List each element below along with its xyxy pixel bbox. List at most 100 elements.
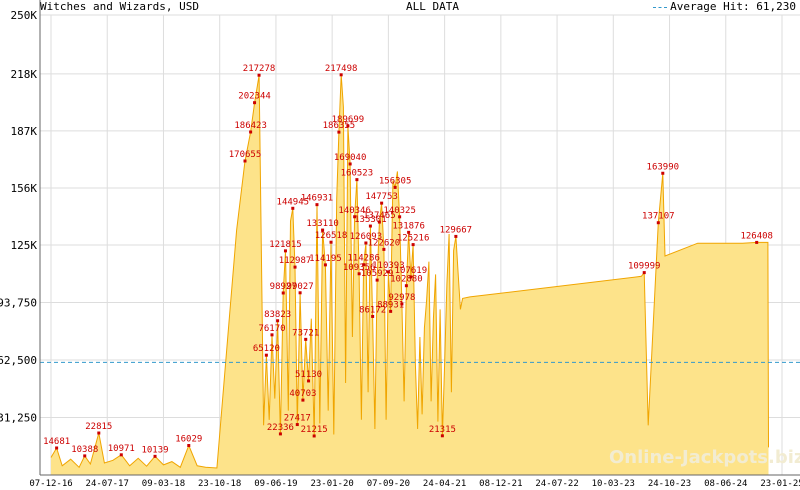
data-point [348, 162, 352, 166]
y-tick-label: 156K [11, 182, 38, 195]
data-point [257, 73, 261, 77]
data-label: 121815 [269, 240, 302, 250]
data-label: 170655 [229, 150, 262, 160]
x-tick-label: 24-07-17 [86, 479, 129, 489]
data-point [364, 241, 368, 245]
data-point [380, 201, 384, 205]
data-label: 10139 [141, 445, 168, 455]
data-label: 22336 [267, 423, 294, 433]
data-point [249, 130, 253, 134]
data-point [755, 240, 759, 244]
x-tick-label: 24-04-21 [423, 479, 466, 489]
data-point [440, 434, 444, 438]
data-point [362, 263, 366, 267]
data-point [337, 130, 341, 134]
data-point [389, 309, 393, 313]
data-point [404, 284, 408, 288]
data-point [411, 243, 415, 247]
legend-label: Average Hit: 61,230 [670, 0, 796, 13]
data-label: 109356 [343, 263, 376, 273]
x-tick-label: 23-01-20 [310, 479, 353, 489]
data-point [264, 353, 268, 357]
data-label: 22815 [85, 422, 112, 432]
data-point [642, 271, 646, 275]
data-label: 125216 [397, 234, 430, 244]
data-label: 14681 [43, 437, 70, 447]
watermark: Online-Jackpots.biz [609, 447, 800, 468]
data-point [315, 203, 319, 207]
series-line [50, 74, 769, 469]
chart-subtitle: ALL DATA [406, 0, 459, 13]
data-point [382, 247, 386, 251]
data-label: 21215 [301, 425, 328, 435]
data-label: 27417 [284, 414, 311, 424]
data-point [377, 220, 381, 224]
data-label: 186423 [234, 121, 267, 131]
data-point [375, 278, 379, 282]
data-label: 10971 [108, 444, 135, 454]
data-label: 186355 [323, 121, 356, 131]
y-tick-label: 218K [11, 68, 38, 81]
y-tick-label: 62,500 [0, 354, 37, 367]
data-label: 147753 [365, 192, 398, 202]
data-label: 110393 [372, 261, 405, 271]
data-point [307, 379, 311, 383]
data-point [243, 159, 247, 163]
x-tick-label: 24-10-23 [648, 479, 691, 489]
x-tick-label: 07-12-16 [29, 479, 72, 489]
data-point [83, 454, 87, 458]
x-tick-label: 23-10-18 [198, 479, 241, 489]
y-tick-label: 125K [11, 239, 38, 252]
x-tick-label: 07-09-20 [367, 479, 410, 489]
data-label: 86172 [359, 305, 386, 315]
data-label: 99027 [287, 282, 314, 292]
x-tick-label: 10-03-23 [592, 479, 635, 489]
data-label: 126093 [350, 232, 383, 242]
data-point [400, 302, 404, 306]
data-label: 126408 [740, 231, 773, 241]
data-point [55, 446, 59, 450]
data-label: 16029 [175, 435, 202, 445]
data-point [283, 249, 287, 253]
data-point [656, 221, 660, 225]
data-point [321, 228, 325, 232]
y-tick-label: 187K [11, 125, 38, 138]
data-label: 129667 [440, 225, 473, 235]
data-point [291, 206, 295, 210]
data-label: 126518 [315, 231, 348, 241]
data-label: 76170 [258, 324, 285, 334]
y-tick-label: 93,750 [0, 297, 37, 310]
average-line-swatch [653, 6, 668, 8]
data-point [407, 230, 411, 234]
data-label: 156305 [379, 176, 412, 186]
x-tick-label: 24-07-22 [535, 479, 578, 489]
data-point [312, 434, 316, 438]
data-point [661, 171, 665, 175]
data-label: 107619 [395, 266, 428, 276]
data-point [353, 215, 357, 219]
data-label: 202344 [238, 92, 271, 102]
x-tick-label: 23-01-25 [760, 479, 800, 489]
y-tick-label: 250K [11, 9, 38, 22]
data-label: 65120 [253, 344, 280, 354]
data-label: 169040 [334, 153, 367, 163]
data-point [357, 272, 361, 276]
data-point [371, 314, 375, 318]
data-label: 105929 [361, 269, 394, 279]
data-point [323, 263, 327, 267]
series-area [51, 74, 769, 476]
data-point [270, 333, 274, 337]
data-point [304, 337, 308, 341]
data-point [355, 178, 359, 182]
data-point [301, 398, 305, 402]
data-point [386, 270, 390, 274]
data-label: 92978 [388, 293, 415, 303]
data-label: 40703 [289, 389, 316, 399]
data-label: 73721 [292, 328, 319, 338]
data-point [454, 234, 458, 238]
data-label: 10388 [71, 445, 98, 455]
data-label: 112987 [279, 256, 312, 266]
data-point [253, 101, 257, 105]
